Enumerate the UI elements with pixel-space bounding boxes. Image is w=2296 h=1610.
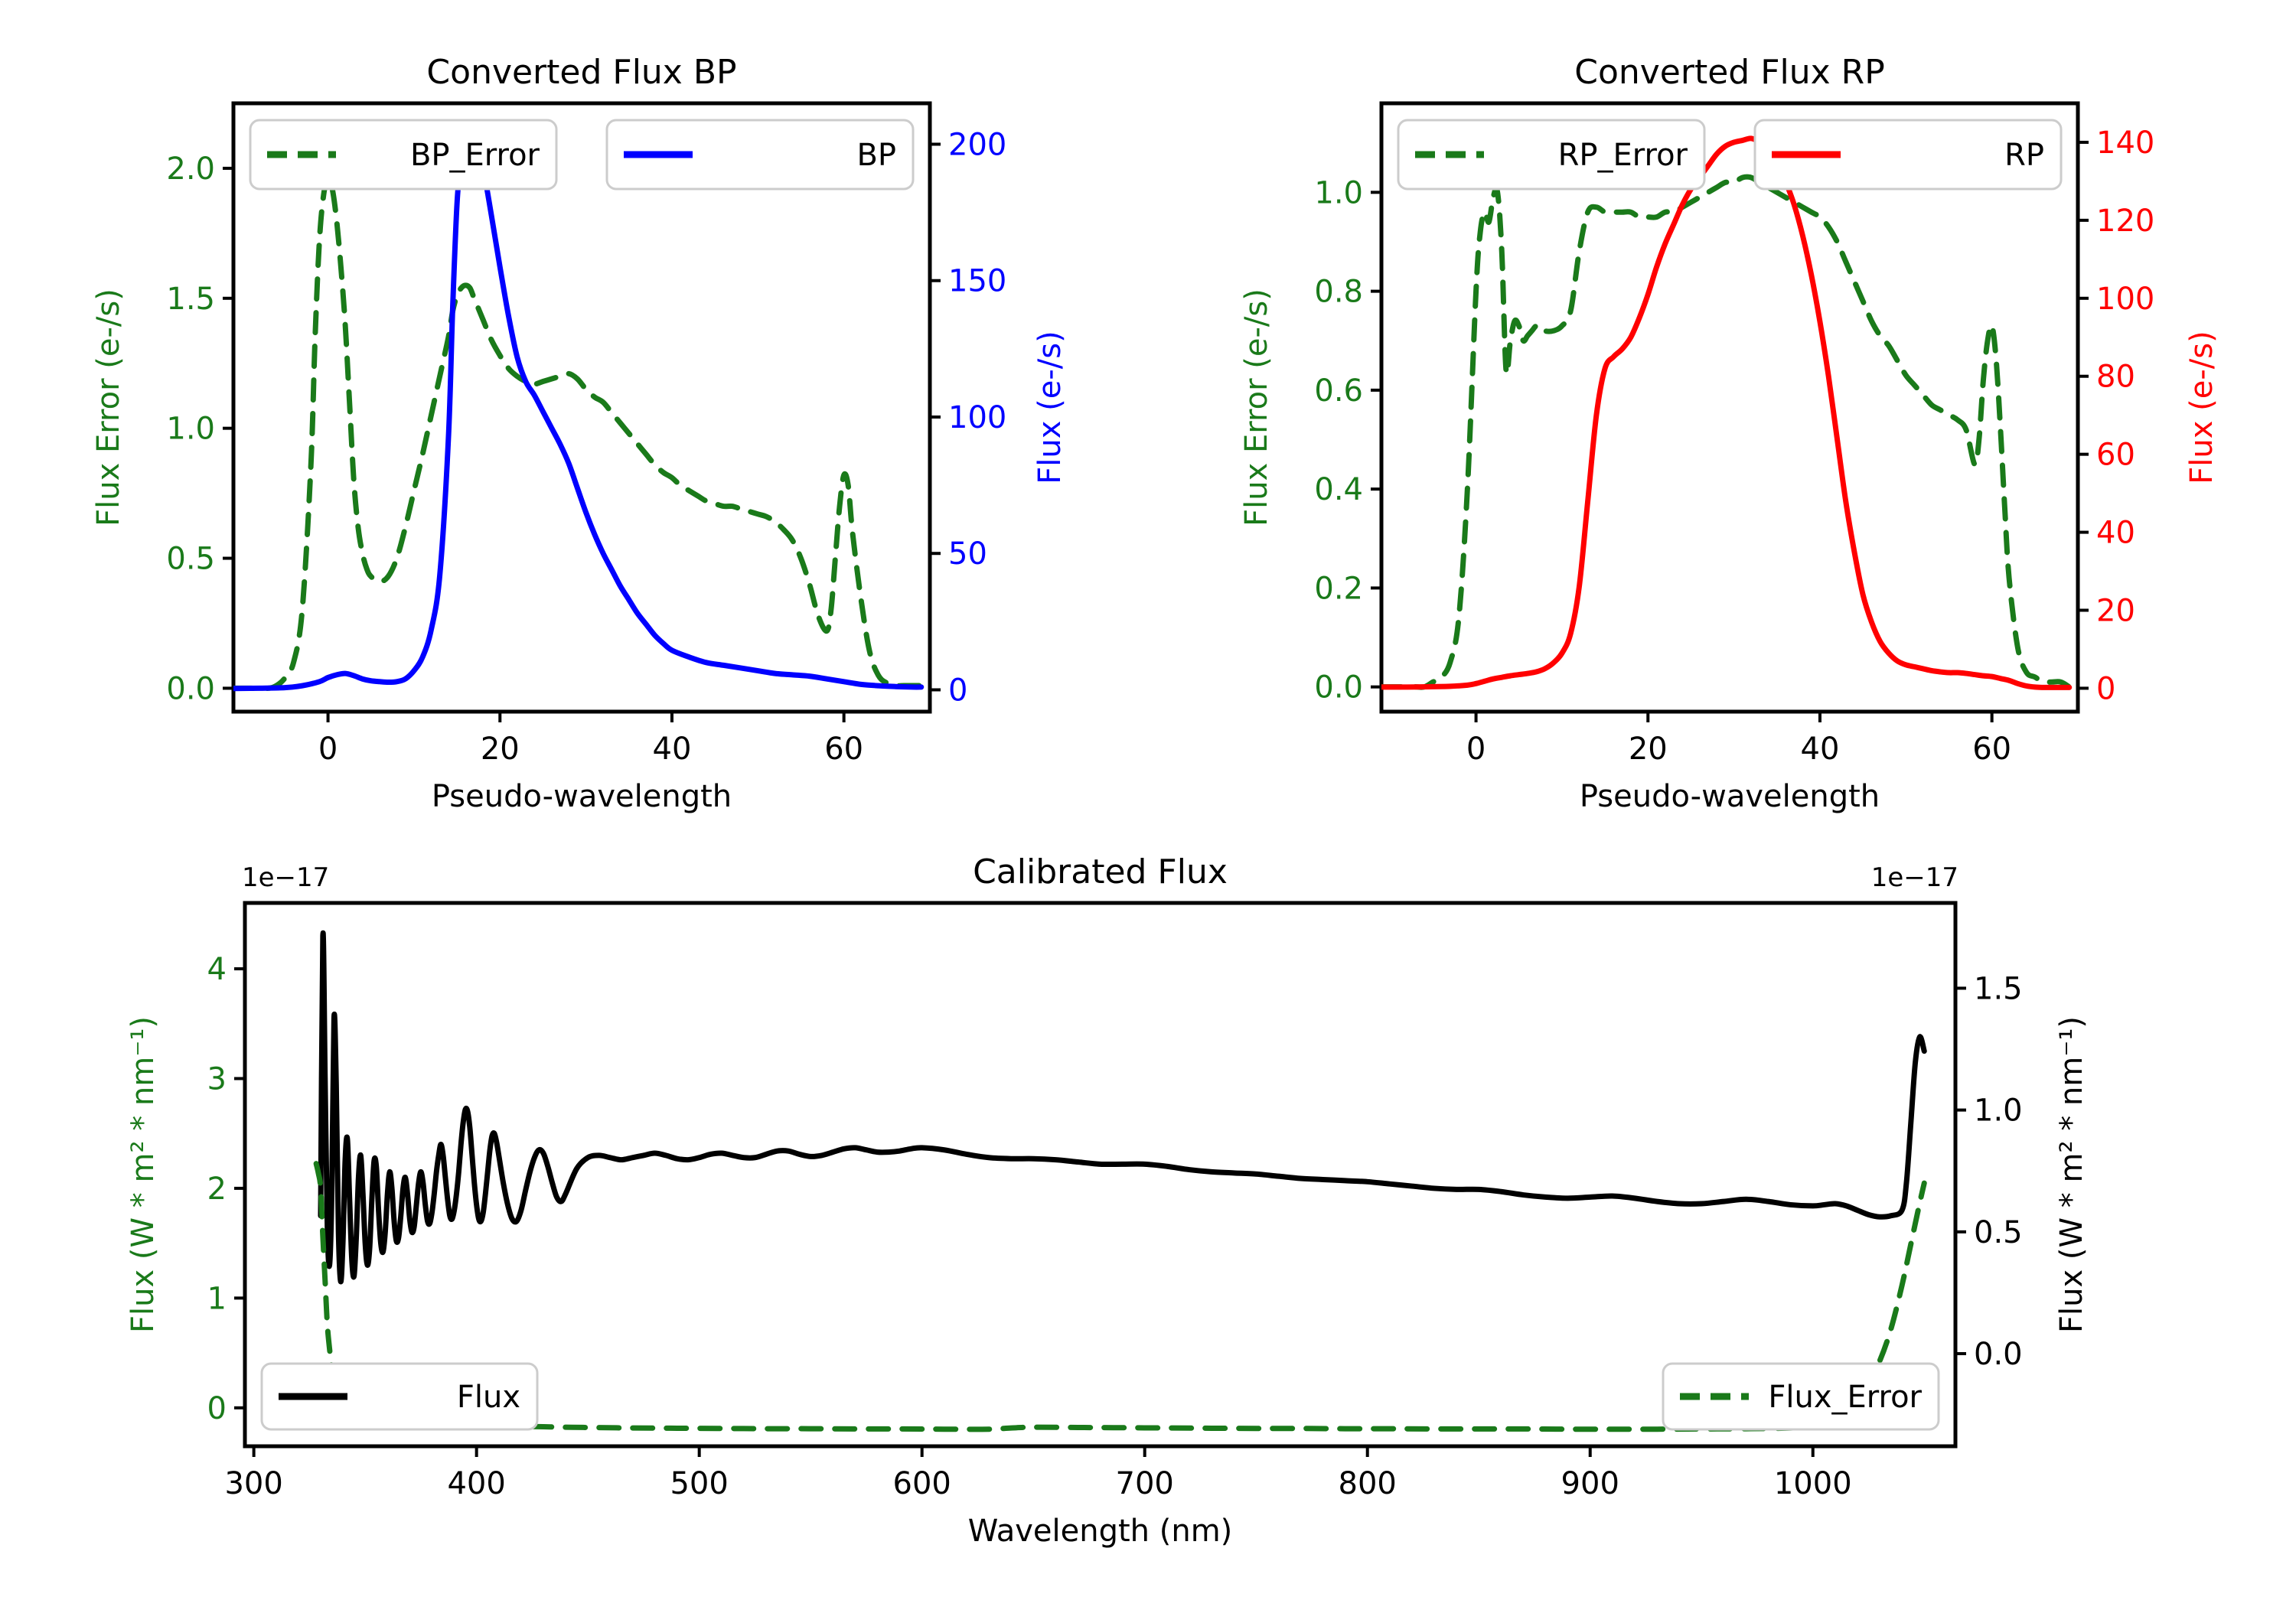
y2-tick-label: 150: [948, 264, 1006, 299]
y-tick-label: 0.6: [1314, 373, 1363, 409]
chart-title: Calibrated Flux: [973, 852, 1228, 891]
x-tick-label: 20: [481, 732, 520, 767]
x-tick-label: 60: [1972, 732, 2011, 767]
y-tick-label: 2: [207, 1172, 227, 1207]
x-tick-label: 400: [447, 1466, 505, 1501]
y2-tick-label: 60: [2096, 438, 2135, 473]
x-tick-label: 300: [224, 1466, 282, 1501]
y2-tick-label: 1.5: [1974, 971, 2023, 1006]
y-tick-label: 0.0: [166, 671, 215, 706]
y-tick-label: 3: [207, 1061, 227, 1097]
x-tick-label: 0: [318, 732, 338, 767]
y-tick-label: 1.0: [166, 412, 215, 447]
y2-tick-label: 80: [2096, 360, 2135, 395]
x-tick-label: 900: [1561, 1466, 1619, 1501]
y2-axis-label: Flux (e-/s): [2184, 331, 2219, 484]
legend-bp[interactable]: BP: [605, 119, 915, 191]
y2-tick-label: 200: [948, 127, 1006, 162]
y-tick-label: 0: [207, 1391, 227, 1426]
y2-tick-label: 120: [2096, 204, 2154, 239]
y-tick-label: 1.5: [166, 282, 215, 317]
panel-converted-flux-rp: Converted Flux RP 0 20 40 60 Pseudo-wavelengt…: [1148, 46, 2296, 826]
y-tick-label: 2.0: [166, 152, 215, 187]
y-axis-offset-text: 1e−17: [242, 862, 329, 893]
x-tick-label: 60: [824, 732, 863, 767]
x-tick-label: 1000: [1774, 1466, 1852, 1501]
x-tick-label: 800: [1339, 1466, 1397, 1501]
series-line-bp_error: [233, 175, 925, 692]
legend-label: Flux_Error: [1768, 1380, 1922, 1415]
y2-tick-label: 0: [2096, 671, 2115, 706]
y-tick-label: 0.4: [1314, 472, 1363, 507]
legend-label: RP_Error: [1558, 138, 1688, 173]
x-tick-label: 0: [1466, 732, 1486, 767]
legend-box: [249, 119, 558, 191]
y2-tick-label: 0.0: [1974, 1337, 2023, 1372]
x-axis-label: Pseudo-wavelength: [432, 779, 732, 814]
legend-label: RP: [2004, 138, 2044, 173]
legend-label: Flux: [457, 1380, 520, 1415]
x-axis-label: Pseudo-wavelength: [1580, 779, 1880, 814]
legend-bp_error[interactable]: BP_Error: [249, 119, 558, 191]
y2-tick-label: 140: [2096, 125, 2154, 161]
legend-box: [605, 119, 915, 191]
legend-box: [260, 1362, 539, 1431]
y2-tick-label: 50: [948, 536, 987, 572]
legend-box: [1753, 119, 2063, 191]
y2-axis-label: Flux (e-/s): [1032, 331, 1068, 484]
series-line-rp: [1381, 135, 2073, 690]
chart-calibrated-flux: Calibrated Flux 1e−17 1e−17 300 400 500 600 700…: [126, 852, 2089, 1549]
y-tick-label: 0.8: [1314, 275, 1363, 310]
y-tick-label: 1: [207, 1281, 227, 1316]
plot-frame: [231, 101, 932, 714]
y2-tick-label: 1.0: [1974, 1093, 2023, 1129]
y-tick-label: 1.0: [1314, 175, 1363, 210]
y-tick-label: 4: [207, 952, 227, 987]
y2-axis-offset-text: 1e−17: [1871, 862, 1958, 893]
y2-tick-label: 0.5: [1974, 1215, 2023, 1250]
y-axis-label: Flux Error (e-/s): [91, 288, 126, 526]
panel-calibrated-flux: Calibrated Flux 1e−17 1e−17 300 400 500 600 700…: [0, 823, 2296, 1607]
legend-flux_error[interactable]: Flux_Error: [1662, 1362, 1940, 1431]
y-tick-label: 0.2: [1314, 571, 1363, 606]
legend-box: [1397, 119, 1706, 191]
y-tick-label: 0.5: [166, 542, 215, 577]
legend-rp[interactable]: RP: [1753, 119, 2063, 191]
series-line-bp: [233, 122, 925, 692]
x-tick-label: 700: [1116, 1466, 1174, 1501]
y-axis-label: Flux (W * m² * nm⁻¹): [126, 1016, 161, 1333]
series-line-rp_error: [1381, 174, 2073, 690]
chart-bp: Converted Flux BP 0 20 40 60 Pseudo-wavelengt…: [91, 53, 1068, 814]
y2-tick-label: 100: [2096, 282, 2154, 317]
legend-label: BP_Error: [410, 138, 540, 173]
x-tick-label: 600: [893, 1466, 951, 1501]
x-tick-label: 40: [653, 732, 692, 767]
x-tick-label: 500: [670, 1466, 728, 1501]
x-tick-label: 40: [1801, 732, 1840, 767]
plot-frame: [1379, 101, 2080, 714]
legend-box: [1662, 1362, 1940, 1431]
legend-flux[interactable]: Flux: [260, 1362, 539, 1431]
chart-title: Converted Flux RP: [1574, 53, 1885, 92]
y2-tick-label: 0: [948, 673, 967, 708]
y-tick-label: 0.0: [1314, 670, 1363, 706]
legend-label: BP: [856, 138, 896, 173]
y2-tick-label: 20: [2096, 594, 2135, 629]
chart-rp: Converted Flux RP 0 20 40 60 Pseudo-wavelengt…: [1239, 53, 2219, 814]
y-axis-label: Flux Error (e-/s): [1239, 288, 1274, 526]
panel-converted-flux-bp: Converted Flux BP 0 20 40 60 Pseudo-wavelengt…: [0, 46, 1148, 826]
series-line-flux: [318, 930, 1927, 1285]
x-axis-label: Wavelength (nm): [968, 1514, 1233, 1549]
legend-rp_error[interactable]: RP_Error: [1397, 119, 1706, 191]
y2-tick-label: 100: [948, 400, 1006, 435]
x-tick-label: 20: [1629, 732, 1668, 767]
chart-title: Converted Flux BP: [426, 53, 736, 92]
y2-axis-label: Flux (W * m² * nm⁻¹): [2054, 1016, 2089, 1333]
y2-tick-label: 40: [2096, 516, 2135, 551]
